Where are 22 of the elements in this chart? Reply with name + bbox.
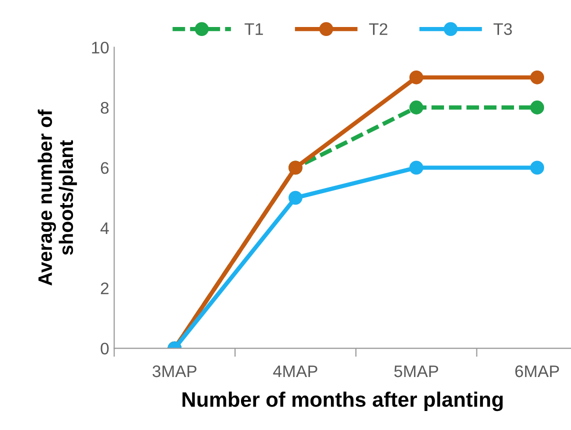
legend-label: T2: [369, 23, 388, 35]
legend-label: T3: [494, 23, 512, 36]
y-tick-label: 0: [100, 342, 109, 355]
y-tick-label: 10: [92, 42, 109, 54]
x-tick-label: 3MAP: [152, 365, 196, 378]
x-tick-label: 4MAP: [273, 366, 318, 378]
point: [530, 160, 544, 175]
y-axis-title: Average number of shoots/plant: [38, 110, 77, 286]
x-tick-label: 5MAP: [394, 366, 438, 378]
point: [409, 160, 424, 175]
x-axis-title: Number of months after planting: [182, 392, 503, 412]
legend-label: T1: [244, 23, 263, 35]
point: [409, 70, 424, 84]
point: [530, 70, 544, 84]
point: [288, 190, 302, 205]
y-tick-label: 2: [100, 282, 109, 294]
point: [530, 100, 544, 114]
y-tick-label: 8: [100, 102, 109, 114]
y-tick-label: 6: [100, 162, 109, 174]
y-tick-label: 4: [100, 222, 109, 234]
x-tick-label: 6MAP: [515, 365, 559, 378]
point: [409, 100, 424, 114]
